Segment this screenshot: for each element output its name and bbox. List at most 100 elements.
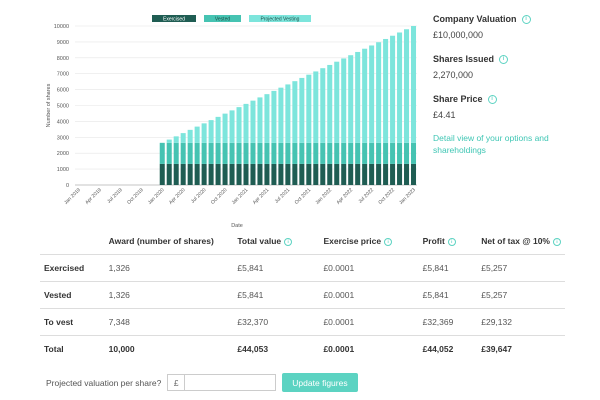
info-icon[interactable]: i [284,238,293,246]
y-tick-label: 4000 [57,119,69,125]
x-tick-label: Oct 2021 [294,187,313,206]
bar-projected [404,29,410,143]
row-label: Exercised [40,254,105,282]
bar-projected [376,42,382,143]
info-icon[interactable]: i [499,54,509,64]
bar-vested [397,142,403,164]
bar-exercised [355,163,361,185]
bar-exercised [215,163,221,185]
bar-vested [292,142,298,164]
table-cell: £5,257 [477,254,565,282]
company-info-panel: Company Valuation i £10,000,000 Shares I… [433,12,593,156]
valuation-label: Company Valuation [433,14,517,24]
shares-label-row: Shares Issued i [433,52,593,66]
update-figures-button[interactable]: Update figures [282,373,358,392]
bar-vested [278,142,284,164]
bar-projected [341,58,347,143]
bar-vested [173,142,179,164]
bar-vested [320,142,326,164]
bar-vested [194,142,200,164]
bar-projected [362,48,368,143]
bar-vested [271,142,277,164]
bar-projected [278,87,284,143]
vesting-chart-svg: 0 1000 2000 3000 4000 5000 6000 7000 8000 9000 100… [46,15,417,229]
bar-exercised [285,163,291,185]
bar-vested [334,142,340,164]
legend-label: Projected Vesting [261,17,300,23]
bar-vested [215,142,221,164]
shares-value: 2,270,000 [433,70,474,80]
bar-exercised [187,163,193,185]
bar-projected [201,123,207,143]
bar-projected [299,77,305,143]
detail-view-link[interactable]: Detail view of your options and sharehol… [433,133,549,155]
y-tick-label: 0 [66,183,69,189]
bar-exercised [348,163,354,185]
table-cell: £32,369 [418,308,478,336]
table-cell: £5,841 [418,254,478,282]
x-tick-label: Apr 2021 [252,187,271,206]
bar-vested [348,142,354,164]
table-cell: £0.0001 [319,254,419,282]
x-tick-label: Apr 2019 [84,187,103,206]
x-tick-label: Jul 2022 [357,187,375,205]
x-tick-label: Jan 2021 [231,187,250,206]
bar-projected [355,51,361,143]
y-tick-label: 1000 [57,167,69,173]
x-tick-label: Apr 2020 [168,187,187,206]
bar-projected [383,38,389,143]
info-icon[interactable]: i [384,238,393,246]
bar-exercised [250,163,256,185]
bar-projected [320,68,326,143]
table-cell: £5,841 [233,254,320,282]
bar-projected [410,26,417,143]
table-cell: £32,370 [233,308,320,336]
y-tick-label: 10000 [54,24,69,30]
bar-projected [222,113,228,143]
y-tick-label: 2000 [57,151,69,157]
bar-projected [306,74,312,143]
bar-vested [404,142,410,164]
legend-swatch [249,15,311,22]
y-tick-label: 3000 [57,135,69,141]
legend-swatch [204,15,241,22]
bar-projected [264,94,270,143]
bar-projected [334,61,340,143]
bar-exercised [327,163,333,185]
total-row: Total 10,000 £44,053 £0.0001 £44,052 £39… [40,335,565,362]
bar-vested [208,142,214,164]
table-cell: 7,348 [104,308,234,336]
bar-exercised [320,163,326,185]
bar-exercised [159,163,165,185]
bar-exercised [299,163,305,185]
x-tick-label: Jul 2020 [190,187,208,205]
table-row: To vest 7,348 £32,370 £0.0001 £32,369 £2… [40,308,565,336]
table-row: Exercised 1,326 £5,841 £0.0001 £5,841 £5… [40,254,565,282]
bar-vested [201,142,207,164]
bar-projected [327,64,333,143]
x-tick-label: Jul 2021 [274,187,292,205]
price-value: £4.41 [433,110,456,120]
table-cell: £5,257 [477,281,565,309]
info-icon[interactable]: i [553,238,561,246]
bar-exercised [180,163,186,185]
info-icon[interactable]: i [447,238,456,246]
bar-vested [166,142,172,164]
table-cell: £5,841 [233,281,320,309]
summary-table: Award (number of shares) Total value i Ex… [40,228,565,362]
price-label-row: Share Price i [433,92,593,106]
bar-exercised [264,163,270,185]
x-tick-label: Jul 2019 [106,187,124,205]
bar-vested [159,142,165,164]
bar-projected [390,35,396,143]
projected-valuation-input[interactable] [184,374,277,391]
info-icon[interactable]: i [487,94,497,104]
table-cell: £0.0001 [319,308,419,336]
info-icon[interactable]: i [521,14,531,24]
bar-exercised [369,163,375,185]
table-cell: £39,647 [477,335,565,362]
bar-vested [410,142,417,164]
y-tick-label: 6000 [57,88,69,94]
bar-vested [180,142,186,164]
bar-exercised [292,163,298,185]
